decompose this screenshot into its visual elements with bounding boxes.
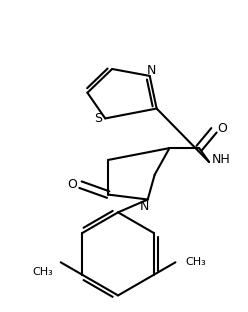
Text: O: O	[68, 178, 78, 191]
Text: N: N	[140, 200, 150, 213]
Text: S: S	[94, 112, 102, 125]
Text: N: N	[147, 65, 156, 77]
Text: CH₃: CH₃	[32, 267, 53, 277]
Text: CH₃: CH₃	[185, 257, 206, 267]
Text: O: O	[217, 122, 227, 135]
Text: NH: NH	[212, 154, 230, 167]
